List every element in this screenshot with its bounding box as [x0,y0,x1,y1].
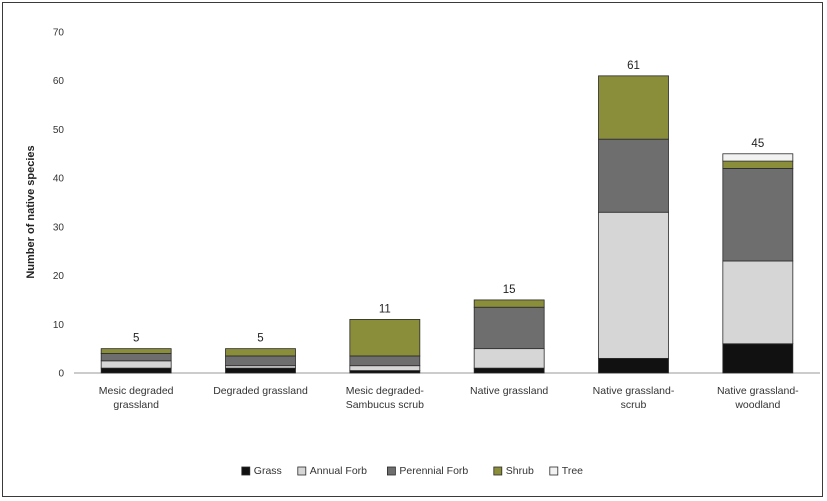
x-tick-label-4-1: scrub [621,399,647,411]
bar-segment-1-3 [225,348,296,357]
bar-segment-2-3 [349,319,421,357]
bar-segment-0-2 [100,353,172,362]
legend: Grass Annual Forb Perennial Forb Shrub Tree [241,465,583,477]
x-tick-label-5-1: woodland [734,399,780,411]
y-tick-label-0: 0 [58,369,64,380]
x-tick-label-5-0: Native grassland- [717,385,799,397]
x-tick-label-2-1: Sambucus scrub [346,399,424,411]
bar-segment-0-0 [100,367,172,374]
y-tick-label-7: 70 [53,28,65,39]
legend-label-0: Grass [254,465,282,477]
x-tick-label-0-0: Mesic degraded [99,385,174,397]
bar-segment-3-2 [473,306,545,350]
bar-total-label-4: 61 [627,60,640,72]
bar-segment-4-3 [598,75,669,140]
bars [100,75,794,374]
legend-swatch-4 [549,466,559,476]
bar-segment-0-1 [100,360,172,369]
bar-segment-5-2 [722,167,794,262]
bar-segment-3-3 [473,299,545,308]
bar-total-label-5: 45 [751,138,764,150]
bar-total-label-3: 15 [503,284,516,296]
bar-segment-4-0 [598,357,669,374]
legend-label-3: Shrub [506,465,534,477]
bar-segment-4-2 [598,138,669,213]
legend-label-2: Perennial Forb [399,465,468,477]
legend-swatch-1 [297,466,307,476]
axes: 0 10 20 30 40 50 60 70 [53,28,820,380]
bar-segment-1-2 [225,355,296,367]
bar-segment-3-1 [473,348,545,369]
bar-segment-5-1 [722,260,794,345]
x-tick-label-1-0: Degraded grassland [213,385,308,397]
x-tick-label-2-0: Mesic degraded- [346,385,425,397]
bar-segment-3-0 [473,367,545,374]
bar-total-label-2: 11 [379,303,391,315]
legend-swatch-3 [493,466,503,476]
legend-swatch-2 [386,466,396,476]
y-tick-label-6: 60 [53,76,65,87]
labels: 5 Mesic degraded grassland 5 Degraded grassl… [99,60,799,411]
x-tick-label-3-0: Native grassland [470,385,548,397]
bar-total-label-0: 5 [133,333,139,345]
bar-segment-5-3 [722,160,794,169]
y-tick-label-5: 50 [53,125,65,136]
bar-segment-4-1 [598,211,669,359]
bar-segment-5-0 [722,343,794,374]
bar-segment-2-1 [349,365,421,371]
bar-segment-2-2 [349,355,421,367]
y-tick-label-3: 30 [53,222,65,233]
y-tick-label-4: 40 [53,174,65,185]
y-tick-label-1: 10 [53,320,65,331]
legend-label-4: Tree [562,465,583,477]
bar-total-label-1: 5 [257,333,263,345]
legend-swatch-0 [241,466,251,476]
legend-label-1: Annual Forb [310,465,367,477]
bar-segment-1-0 [225,367,296,374]
x-tick-label-4-0: Native grassland- [593,385,675,397]
bar-segment-5-4 [722,153,794,162]
x-tick-label-0-1: grassland [113,399,159,411]
y-axis-label: Number of native species [25,145,37,278]
bar-segment-0-3 [100,348,172,354]
y-tick-label-2: 20 [53,271,65,282]
